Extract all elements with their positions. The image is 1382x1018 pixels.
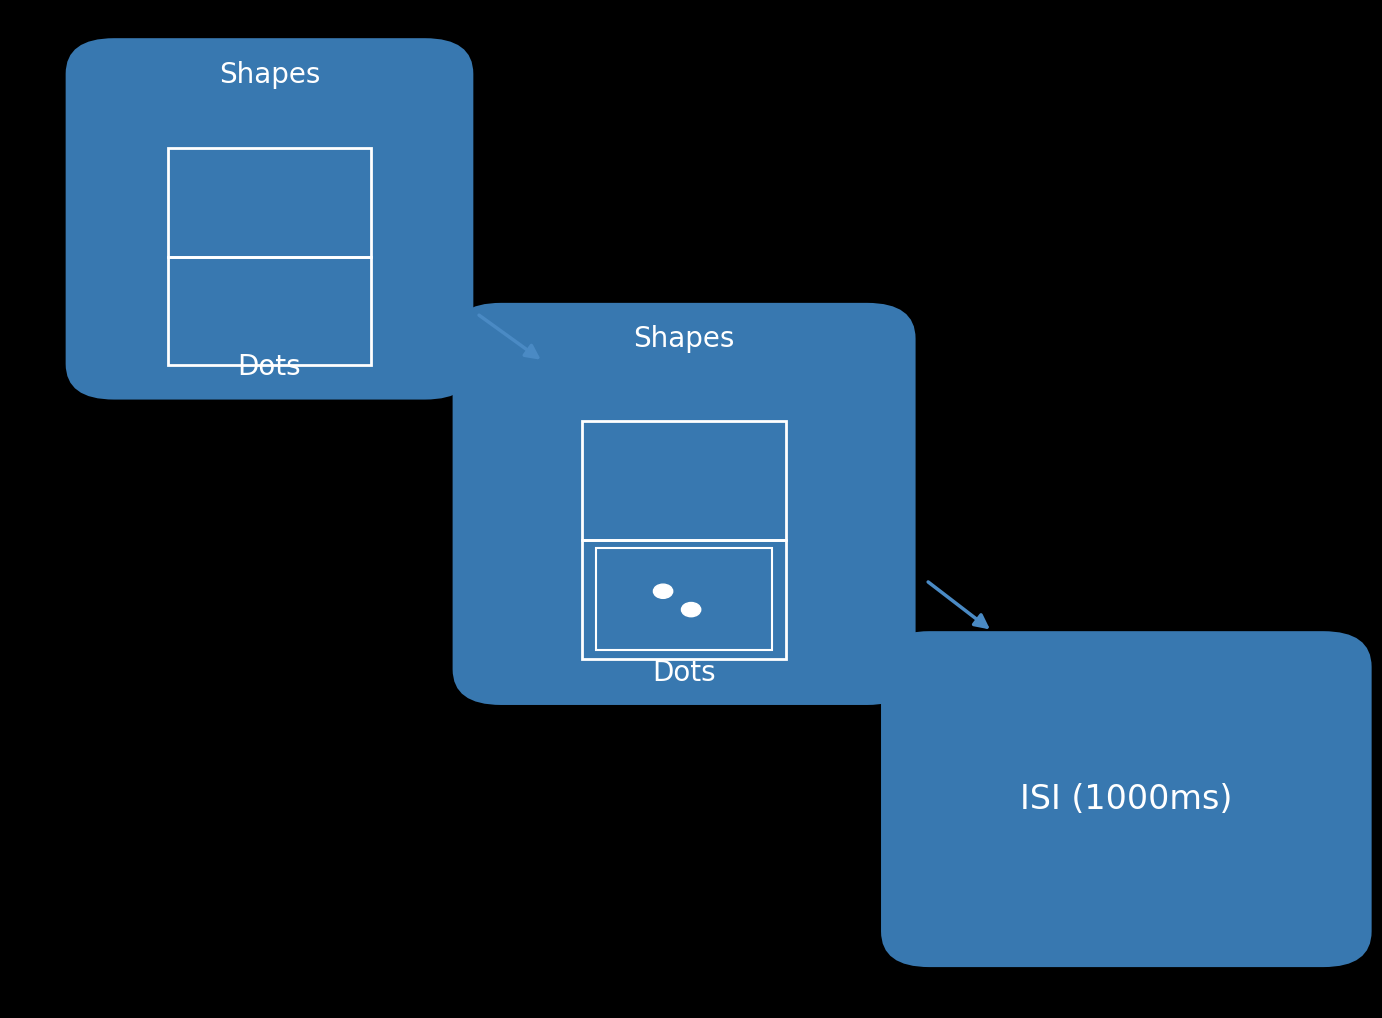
Circle shape bbox=[681, 603, 701, 617]
Bar bbox=[167, 149, 372, 257]
Bar bbox=[582, 541, 786, 659]
FancyBboxPatch shape bbox=[453, 303, 916, 705]
Text: ISI (1000ms): ISI (1000ms) bbox=[1020, 783, 1233, 815]
Text: Shapes: Shapes bbox=[633, 326, 735, 353]
FancyBboxPatch shape bbox=[66, 38, 473, 399]
Bar bbox=[597, 549, 771, 651]
FancyBboxPatch shape bbox=[882, 631, 1371, 967]
Bar bbox=[582, 421, 786, 541]
Text: Dots: Dots bbox=[652, 659, 716, 686]
Circle shape bbox=[654, 584, 673, 599]
Text: Shapes: Shapes bbox=[218, 61, 321, 89]
Bar bbox=[167, 257, 372, 365]
Text: Dots: Dots bbox=[238, 353, 301, 382]
